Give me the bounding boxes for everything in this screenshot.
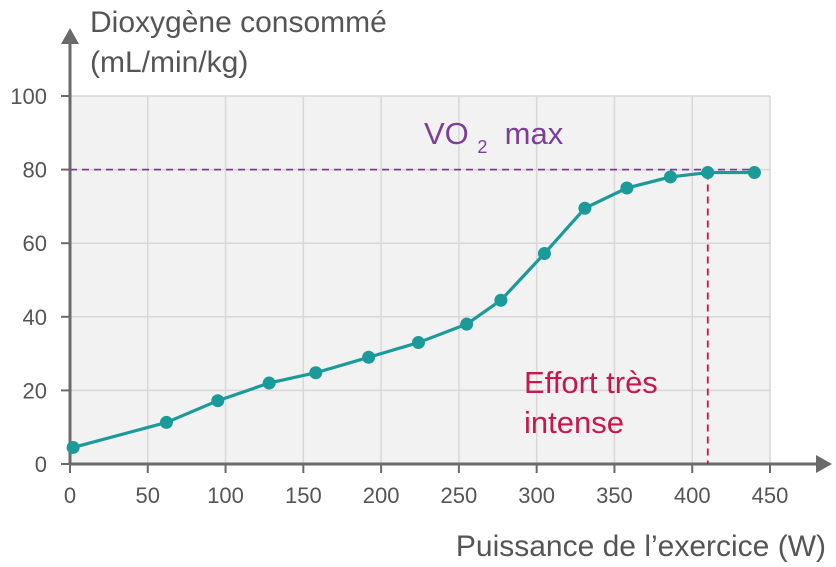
x-tick-label: 450 <box>752 483 789 508</box>
x-tick-label: 50 <box>136 483 160 508</box>
x-axis-arrow <box>816 455 832 473</box>
x-tick-label: 200 <box>363 483 400 508</box>
y-axis-title-line-2: (mL/min/kg) <box>90 46 248 79</box>
x-tick-label: 150 <box>285 483 322 508</box>
data-point-11 <box>620 181 634 195</box>
tick-labels: 0 50 100 150 200 250 300 350 400 450 0 20 40 60 80 100 <box>10 84 788 508</box>
y-tick-label: 100 <box>10 84 47 109</box>
vo2-max-suffix: max <box>496 116 564 151</box>
x-tick-label: 400 <box>674 483 711 508</box>
x-tick-label: 100 <box>207 483 244 508</box>
y-tick-label: 40 <box>23 305 47 330</box>
y-tick-label: 80 <box>23 158 47 183</box>
data-point-7 <box>460 317 474 331</box>
y-tick-label: 20 <box>23 378 47 403</box>
data-point-2 <box>211 394 225 408</box>
y-tick-label: 60 <box>23 231 47 256</box>
y-tick-label: 0 <box>35 452 47 477</box>
data-point-14 <box>747 166 761 180</box>
data-point-6 <box>411 336 425 350</box>
data-point-8 <box>494 293 508 307</box>
series <box>66 166 761 454</box>
data-point-0 <box>66 440 80 454</box>
data-point-10 <box>578 201 592 215</box>
data-point-5 <box>362 350 376 364</box>
data-point-12 <box>663 170 677 184</box>
x-tick-label: 0 <box>64 483 76 508</box>
axes <box>61 28 832 473</box>
data-point-4 <box>309 366 323 380</box>
reference-lines <box>70 168 750 464</box>
vo2-max-subscript: 2 <box>477 137 487 157</box>
vo2-max-text: VO <box>424 116 469 151</box>
x-tick-label: 300 <box>518 483 555 508</box>
y-axis-arrow <box>61 28 79 44</box>
data-point-3 <box>262 376 276 390</box>
effort-label-line-1: Effort très <box>524 365 658 400</box>
data-point-1 <box>159 415 173 429</box>
data-point-9 <box>537 247 551 261</box>
effort-label-line-2: intense <box>524 405 624 440</box>
x-tick-label: 250 <box>441 483 478 508</box>
x-tick-label: 350 <box>596 483 633 508</box>
plot-background <box>70 96 770 464</box>
y-axis-title-line-1: Dioxygène consommé <box>90 6 387 39</box>
x-axis-title: Puissance de l’exercice (W) <box>456 530 826 563</box>
data-point-13 <box>701 166 715 180</box>
vo2-max-label: VO 2 max <box>424 116 564 160</box>
